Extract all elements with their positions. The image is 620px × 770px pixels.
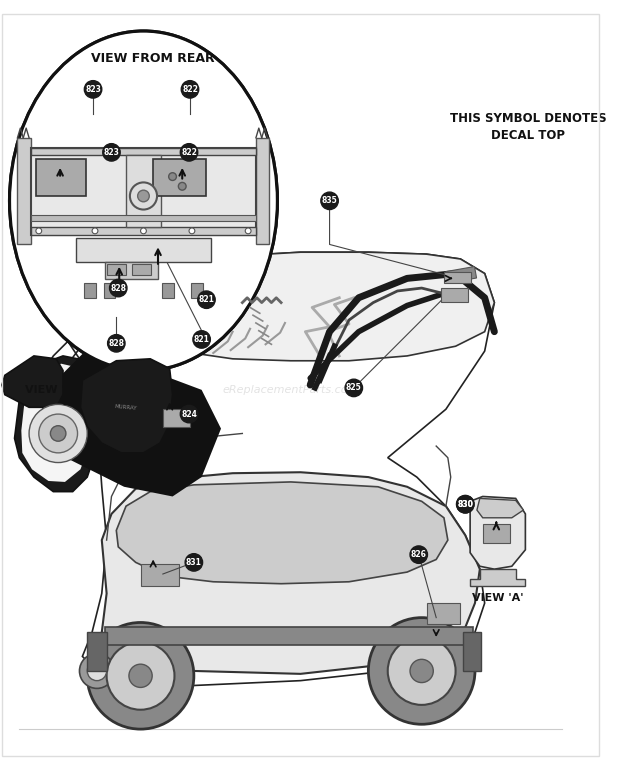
Polygon shape <box>105 253 494 361</box>
Polygon shape <box>470 569 525 586</box>
Bar <box>104 283 115 298</box>
Bar <box>76 238 211 262</box>
Circle shape <box>169 172 177 180</box>
Bar <box>441 288 468 302</box>
Circle shape <box>87 661 107 681</box>
Circle shape <box>29 404 87 463</box>
Circle shape <box>36 228 42 234</box>
Polygon shape <box>117 482 448 584</box>
Circle shape <box>179 182 186 190</box>
Polygon shape <box>37 351 221 497</box>
Circle shape <box>39 414 78 453</box>
Circle shape <box>103 144 120 161</box>
Circle shape <box>180 405 198 423</box>
Circle shape <box>107 642 174 710</box>
Text: eReplacementParts.com: eReplacementParts.com <box>223 385 359 395</box>
Bar <box>132 264 151 276</box>
Bar <box>153 159 206 196</box>
Bar <box>427 603 461 624</box>
Bar <box>31 148 256 235</box>
Circle shape <box>84 81 102 98</box>
Bar <box>105 628 473 644</box>
Circle shape <box>138 190 149 202</box>
Bar <box>162 283 174 298</box>
Bar <box>191 283 203 298</box>
Circle shape <box>189 228 195 234</box>
Text: 824: 824 <box>181 410 197 419</box>
Bar <box>31 227 256 235</box>
Circle shape <box>110 280 127 296</box>
Circle shape <box>130 182 157 209</box>
Polygon shape <box>102 472 480 674</box>
Text: 828: 828 <box>110 283 126 293</box>
Bar <box>31 148 256 156</box>
Circle shape <box>410 546 427 564</box>
Text: 823: 823 <box>85 85 101 94</box>
Circle shape <box>185 554 203 571</box>
Polygon shape <box>17 138 31 244</box>
Text: VIEW 'A': VIEW 'A' <box>25 385 76 395</box>
Circle shape <box>181 81 199 98</box>
Bar <box>36 159 86 196</box>
Bar <box>463 632 480 671</box>
Circle shape <box>79 654 114 688</box>
Bar <box>84 283 96 298</box>
Text: 835: 835 <box>322 196 337 206</box>
Text: 821: 821 <box>193 335 210 344</box>
Circle shape <box>456 496 474 513</box>
Circle shape <box>141 228 146 234</box>
Circle shape <box>87 622 194 729</box>
Bar <box>483 524 510 543</box>
Circle shape <box>92 228 98 234</box>
Circle shape <box>246 228 251 234</box>
Polygon shape <box>81 359 172 453</box>
Ellipse shape <box>10 32 277 370</box>
Polygon shape <box>14 356 97 491</box>
Bar <box>105 262 158 280</box>
Circle shape <box>50 426 66 441</box>
Polygon shape <box>21 363 90 482</box>
Circle shape <box>180 144 198 161</box>
Text: 831: 831 <box>186 558 202 567</box>
Text: THIS SYMBOL DENOTES: THIS SYMBOL DENOTES <box>450 112 606 125</box>
Circle shape <box>198 291 215 309</box>
Text: VIEW FROM REAR: VIEW FROM REAR <box>91 52 215 65</box>
Circle shape <box>368 618 475 725</box>
Polygon shape <box>256 138 270 244</box>
Polygon shape <box>29 253 494 685</box>
Text: DECAL TOP: DECAL TOP <box>491 129 565 142</box>
Text: 822: 822 <box>182 85 198 94</box>
Ellipse shape <box>11 32 276 369</box>
Polygon shape <box>2 356 63 407</box>
Bar <box>444 272 471 283</box>
Text: VIEW 'A': VIEW 'A' <box>472 593 524 603</box>
Text: 821: 821 <box>198 295 215 304</box>
Polygon shape <box>477 498 523 517</box>
Text: 828: 828 <box>108 339 125 348</box>
Text: 830: 830 <box>458 500 473 509</box>
Text: MURRAY: MURRAY <box>115 403 138 410</box>
Circle shape <box>129 665 152 688</box>
Text: 822: 822 <box>181 148 197 157</box>
Text: 823: 823 <box>104 148 120 157</box>
Text: 825: 825 <box>346 383 361 393</box>
Circle shape <box>456 496 474 513</box>
Circle shape <box>410 659 433 682</box>
Polygon shape <box>470 497 525 569</box>
Bar <box>141 564 179 586</box>
Circle shape <box>108 335 125 352</box>
Circle shape <box>321 192 339 209</box>
Bar <box>446 266 477 283</box>
Bar <box>107 264 126 276</box>
Bar <box>31 216 256 221</box>
Circle shape <box>388 637 456 705</box>
Circle shape <box>193 331 210 348</box>
Text: 826: 826 <box>411 550 427 559</box>
Bar <box>87 632 107 671</box>
Bar <box>126 156 161 227</box>
Circle shape <box>345 379 363 397</box>
Text: 830: 830 <box>458 500 473 509</box>
Bar <box>163 409 190 427</box>
